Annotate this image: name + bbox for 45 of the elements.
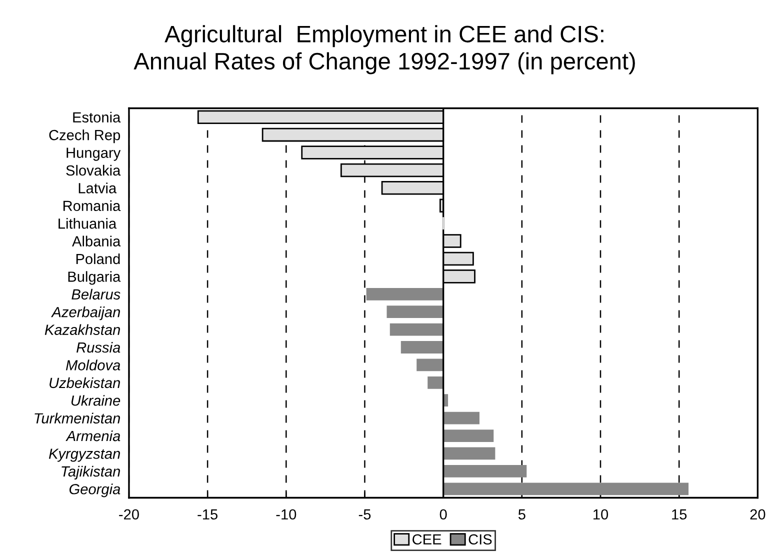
y-tick-label: Uzbekistan [50, 377, 120, 388]
x-tick-label: 0 [440, 509, 447, 520]
y-tick-label: Armenia [66, 430, 120, 442]
y-tick-label: Czech Rep [49, 130, 120, 144]
legend-label: CEE [412, 534, 442, 545]
x-tick-label: 20 [750, 509, 766, 520]
x-tick-label: -10 [276, 509, 296, 520]
bar [386, 306, 444, 318]
bar [443, 482, 689, 496]
x-tick-label: 15 [672, 509, 687, 520]
y-tick-label: Romania [63, 200, 121, 212]
y-tick-label: Lithuania [58, 218, 117, 229]
y-tick-label: Moldova [66, 360, 120, 370]
x-tick-label: -15 [198, 509, 218, 520]
y-tick-label: Poland [76, 253, 120, 264]
y-tick-label: Estonia [73, 112, 121, 123]
legend-label: CIS [468, 534, 492, 545]
bar [443, 464, 527, 478]
x-tick-label: -5 [358, 509, 371, 520]
y-tick-label: Slovakia [66, 164, 121, 176]
y-tick-label: Bulgaria [68, 271, 121, 285]
y-tick-label: Ukraine [71, 395, 120, 406]
y-tick-label: Turkmenistan [34, 412, 120, 424]
bar [443, 447, 496, 460]
chart-title: Agricultural Employment in CEE and CIS: Annual Rates of Change 1992-1997 (in percent) [134, 25, 635, 74]
y-tick-label: Albania [72, 236, 121, 246]
y-tick-label: Azerbaijan [51, 306, 120, 320]
bar [390, 323, 444, 336]
bar [416, 358, 444, 372]
bar [443, 430, 494, 442]
y-tick-label: Russia [76, 342, 120, 353]
y-tick-label: Hungary [66, 148, 121, 161]
bar [400, 341, 444, 354]
x-tick-label: 10 [594, 509, 608, 520]
bar [428, 376, 444, 389]
y-tick-label: Belarus [72, 288, 120, 300]
y-tick-label: Tajikistan [62, 466, 120, 480]
bar [366, 288, 444, 300]
y-tick-label: Kazakhstan [44, 324, 120, 335]
x-tick-label: 5 [518, 509, 526, 520]
x-tick-label: -20 [119, 509, 139, 520]
y-tick-label: Latvia [78, 182, 117, 194]
y-tick-label: Georgia [69, 484, 120, 498]
y-tick-label: Kyrgyzstan [48, 448, 120, 462]
bar [443, 412, 480, 424]
